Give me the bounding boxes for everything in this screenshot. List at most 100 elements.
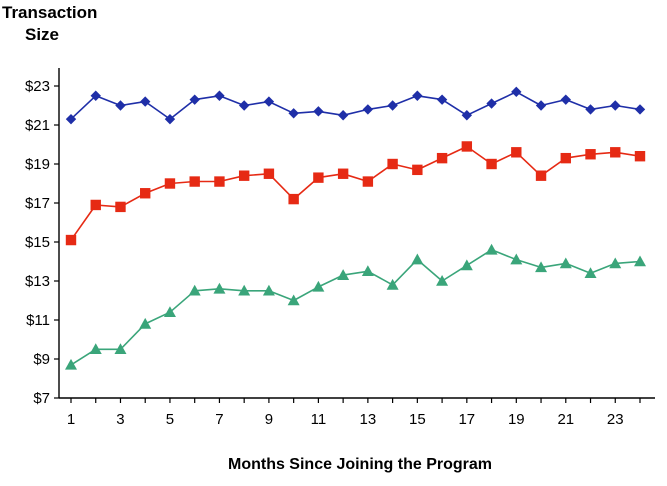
series-2-point [337, 168, 349, 179]
series-2-point [263, 168, 275, 179]
series-1-point [337, 110, 349, 121]
series-1-point [140, 96, 151, 107]
series-3-point [485, 243, 498, 255]
x-tick-label: 11 [311, 411, 327, 428]
series-3-point [436, 275, 449, 286]
series-3-point [634, 255, 646, 267]
x-tick-label: 5 [166, 411, 174, 428]
y-tick-label: $7 [33, 390, 50, 407]
series-2-point [288, 193, 299, 205]
x-tick-label: 13 [360, 411, 377, 428]
series-1-point [560, 94, 571, 105]
series-1-point [535, 100, 547, 111]
series-3-point [262, 284, 275, 296]
series-2-point [65, 234, 77, 246]
series-2-point [362, 176, 374, 187]
x-tick-label: 21 [557, 411, 574, 428]
series-1-point [164, 113, 176, 125]
series-1-point [362, 104, 374, 115]
y-axis-title: Transaction Size [2, 2, 98, 46]
series-3-point [238, 284, 251, 296]
series-3-point [114, 343, 127, 355]
series-2-point [535, 170, 547, 181]
series-1-point [238, 100, 250, 111]
y-tick-label: $23 [25, 78, 50, 95]
series-1-point [115, 100, 126, 111]
series-3-point [213, 282, 226, 294]
series-2-point [140, 188, 151, 199]
series-2-point [511, 147, 522, 158]
series-3-point [89, 343, 102, 355]
series-1-point [634, 104, 646, 115]
series-3-point [65, 358, 77, 370]
series-1-point [585, 104, 596, 115]
series-1-point [511, 86, 522, 98]
y-axis-title-line1: Transaction [2, 3, 98, 22]
series-3-point [361, 265, 374, 277]
series-3-point [287, 294, 300, 306]
y-tick-label: $17 [25, 195, 50, 212]
series-3-point [510, 253, 523, 265]
series-3-point [411, 253, 424, 265]
x-tick-label: 7 [215, 411, 223, 428]
series-1-point [65, 113, 77, 125]
series-1-point [486, 98, 497, 109]
y-tick-label: $13 [25, 273, 50, 290]
series-2-point [634, 151, 646, 162]
x-tick-label: 23 [607, 411, 624, 428]
series-2-point [610, 147, 621, 158]
series-3-point [609, 257, 622, 269]
y-tick-label: $15 [25, 234, 50, 251]
series-1-point [90, 90, 101, 101]
series-2-point [461, 141, 473, 152]
series-3-point [386, 278, 399, 290]
series-3-point [139, 317, 152, 329]
x-axis-title: Months Since Joining the Program [227, 456, 493, 473]
series-1-point [387, 100, 398, 111]
series-1-point [263, 96, 275, 107]
series-3-point [559, 257, 572, 269]
series-1-point [313, 106, 324, 117]
series-1-point [288, 108, 299, 119]
series-1-point [189, 94, 200, 105]
x-tick-label: 15 [409, 411, 426, 428]
series-2-line [70, 145, 641, 241]
series-2-point [313, 172, 324, 183]
series-2-point [214, 176, 225, 187]
series-2-point [560, 152, 571, 164]
series-3-point [188, 284, 201, 296]
series-2-point [115, 201, 126, 213]
series-3-point [535, 261, 548, 273]
x-tick-label: 19 [508, 411, 525, 428]
series-2-point [412, 164, 423, 176]
series-1-point [461, 110, 473, 121]
series-1-point [436, 94, 448, 105]
x-tick-label: 1 [67, 411, 75, 428]
series-1-point [214, 90, 225, 101]
series-3-point [312, 280, 325, 292]
series-3-line [70, 249, 641, 366]
y-tick-label: $11 [26, 312, 50, 329]
series-2-point [387, 158, 398, 170]
series-1-point [412, 90, 423, 101]
series-3-point [163, 306, 176, 317]
series-3-point [460, 259, 473, 271]
series-3-point [337, 269, 350, 280]
series-2-point [189, 176, 200, 187]
series-2-point [486, 158, 497, 170]
y-tick-label: $9 [33, 351, 50, 368]
series-3-point [584, 267, 597, 278]
series-1-point [610, 100, 621, 111]
y-axis-title-line2: Size [24, 25, 60, 44]
y-tick-label: $19 [25, 156, 50, 173]
x-tick-label: 3 [116, 411, 124, 428]
series-1-line [70, 91, 641, 120]
x-tick-label: 17 [458, 411, 475, 428]
y-tick-label: $21 [25, 117, 50, 134]
series-2-point [436, 152, 448, 164]
x-tick-label: 9 [265, 411, 273, 428]
series-2-point [164, 178, 176, 189]
series-2-point [585, 149, 596, 160]
series-2-point [238, 170, 250, 181]
